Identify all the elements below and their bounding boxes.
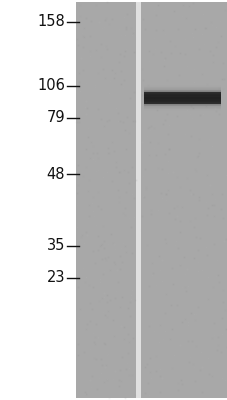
Bar — [143, 92, 220, 96]
Bar — [143, 90, 220, 94]
Bar — [143, 83, 220, 86]
Text: 35: 35 — [46, 238, 65, 254]
Bar — [143, 88, 220, 92]
Bar — [143, 92, 220, 104]
Bar — [143, 82, 220, 86]
Bar — [143, 86, 220, 90]
Bar — [143, 101, 220, 105]
Text: 48: 48 — [46, 166, 65, 182]
Bar — [143, 110, 220, 114]
Bar — [143, 84, 220, 87]
Bar — [143, 100, 220, 103]
Text: 158: 158 — [37, 14, 65, 30]
Bar — [143, 96, 220, 100]
Text: 79: 79 — [46, 110, 65, 126]
Bar — [143, 107, 220, 111]
Bar — [135, 2, 141, 398]
Bar — [141, 2, 226, 398]
Bar — [143, 102, 220, 106]
Bar — [143, 106, 220, 110]
Bar — [143, 109, 220, 112]
Bar — [143, 104, 220, 107]
Bar — [143, 93, 220, 96]
Bar — [143, 89, 220, 92]
Bar — [143, 97, 220, 101]
Bar — [143, 94, 220, 98]
Bar — [143, 91, 220, 95]
Bar — [143, 85, 220, 89]
Bar — [143, 96, 220, 100]
Bar — [143, 105, 220, 109]
Bar — [143, 108, 220, 112]
Bar — [143, 104, 220, 108]
Bar — [143, 95, 220, 99]
Bar — [143, 106, 220, 110]
Text: 106: 106 — [37, 78, 65, 94]
Bar — [143, 86, 220, 90]
Bar — [143, 111, 220, 115]
Bar — [143, 90, 220, 93]
Bar — [143, 81, 220, 85]
Bar — [143, 87, 220, 91]
Bar — [143, 84, 220, 88]
Bar — [143, 100, 220, 104]
Bar — [143, 98, 220, 102]
Bar — [143, 94, 220, 97]
Bar — [143, 103, 220, 106]
Bar — [76, 2, 135, 398]
Text: 23: 23 — [46, 270, 65, 286]
Bar — [143, 110, 220, 113]
Bar — [143, 99, 220, 102]
